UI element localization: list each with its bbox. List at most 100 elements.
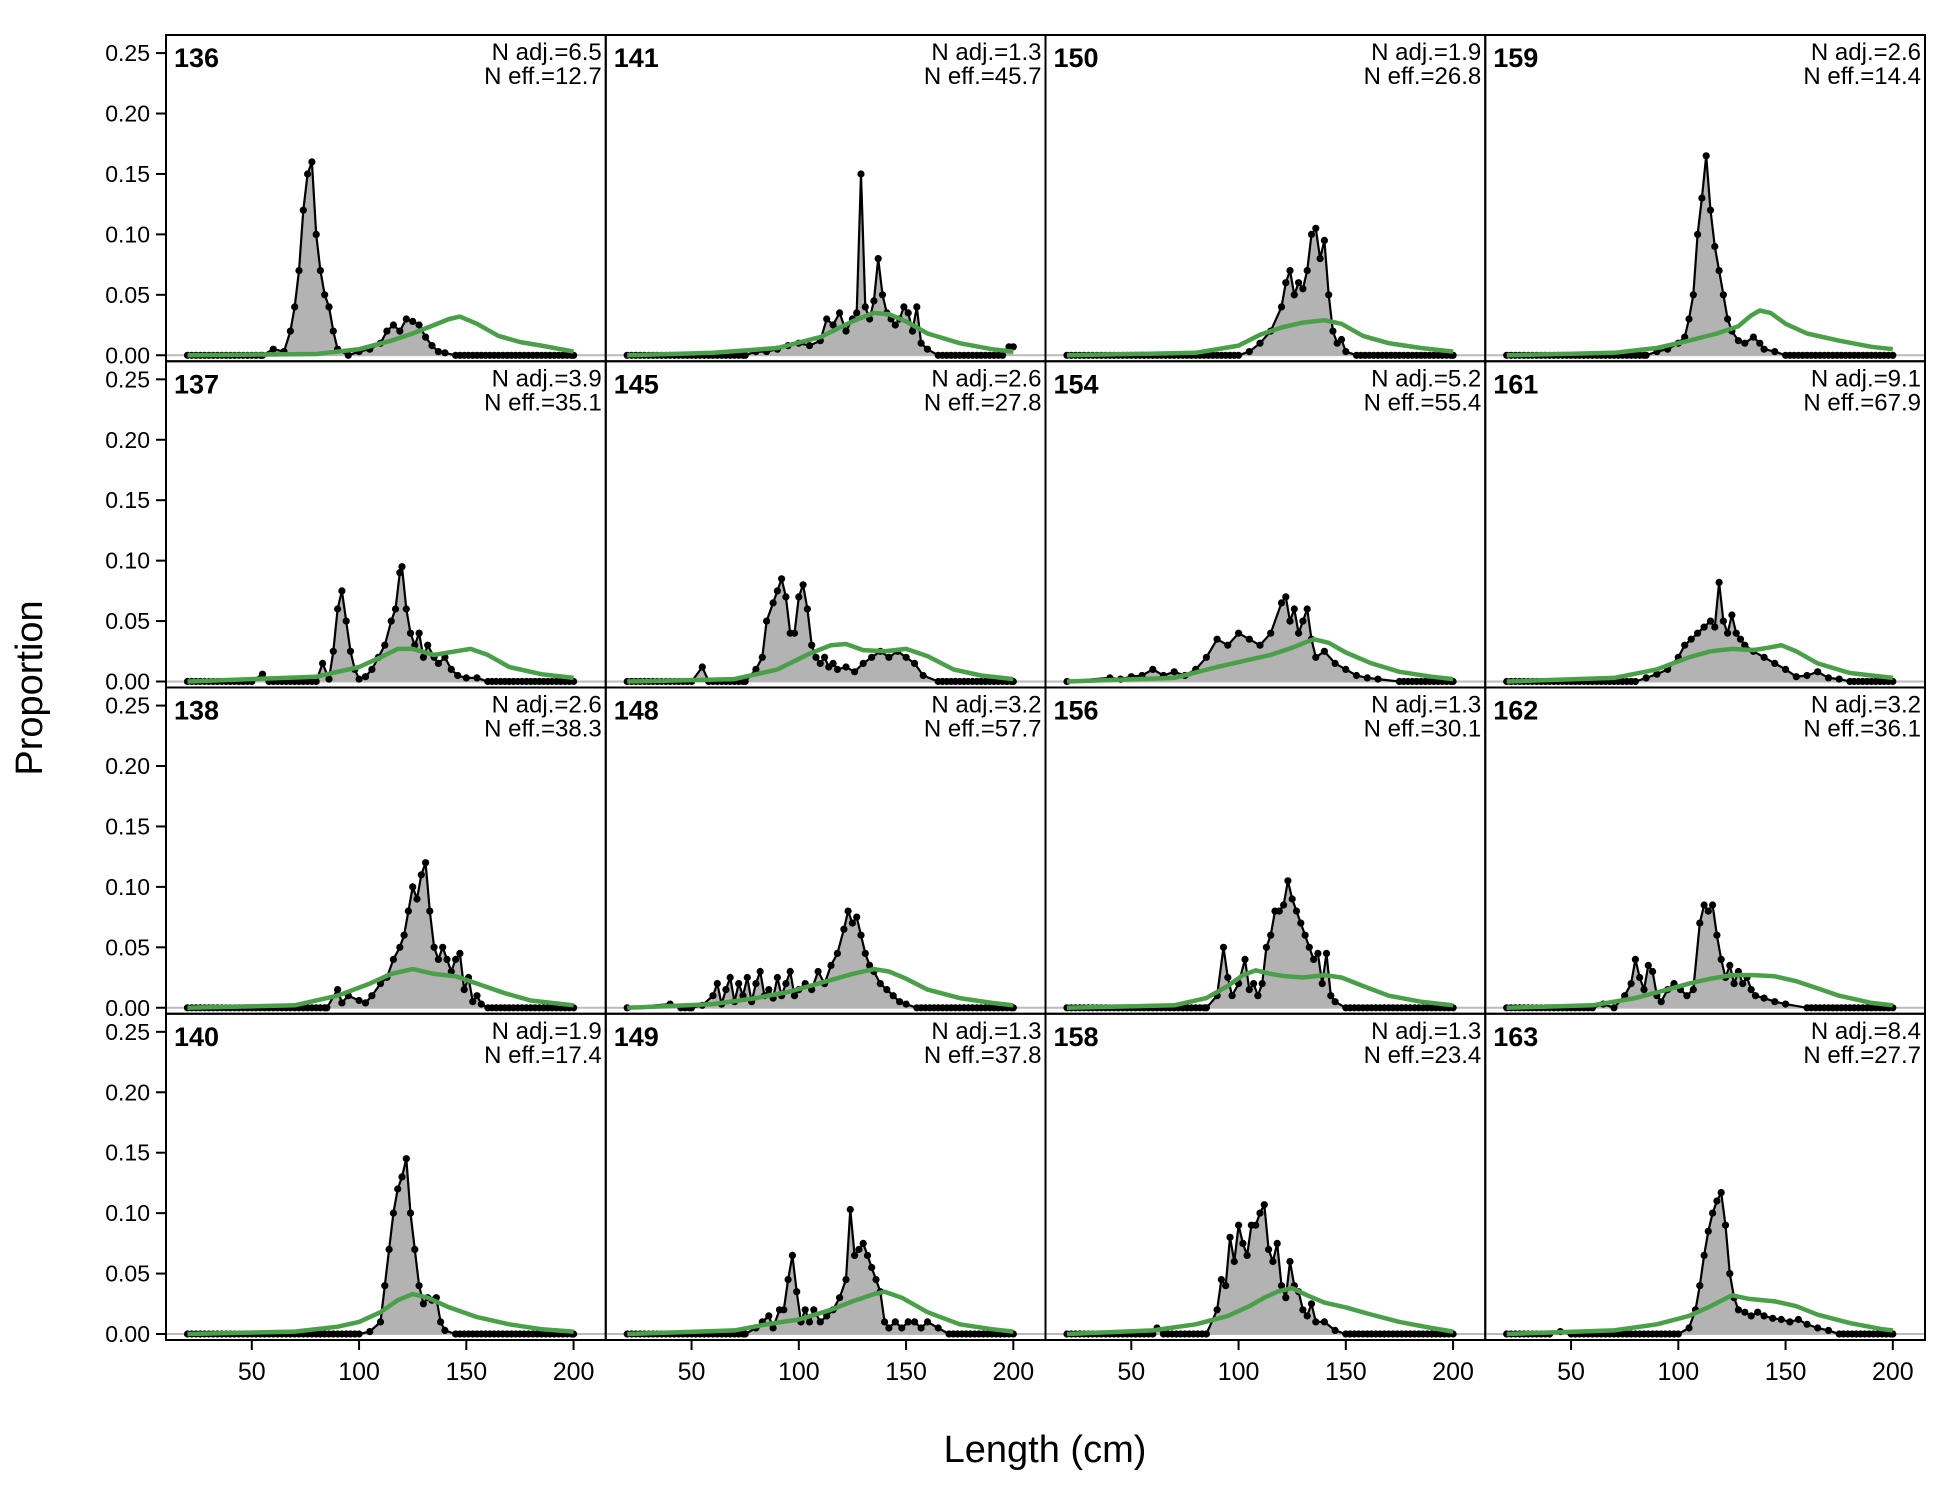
observed-point [857, 931, 865, 939]
observed-point [1284, 877, 1292, 885]
observed-point [299, 206, 307, 214]
observed-point [773, 587, 782, 595]
observed-point [1709, 1209, 1717, 1217]
observed-point [1254, 992, 1262, 1000]
observed-point [765, 1312, 773, 1320]
observed-point [381, 641, 389, 649]
y-tick-label: 0.25 [105, 1019, 150, 1045]
observed-point [1689, 291, 1697, 299]
observed-point [851, 668, 859, 676]
observed-point [1282, 593, 1290, 601]
observed-point [1636, 973, 1644, 982]
observed-point [816, 1318, 824, 1326]
observed-point [709, 992, 717, 1000]
x-axis-label: Length (cm) [944, 1429, 1147, 1471]
panel-id-label: 154 [1054, 369, 1099, 399]
panel-id-label: 136 [174, 43, 219, 73]
x-tick-label: 150 [445, 1358, 487, 1386]
panel-id-label: 149 [614, 1022, 659, 1052]
panel-159: 159 N adj.=2.6N eff.=14.4 [1484, 34, 1926, 363]
observed-point [385, 1245, 393, 1253]
observed-point [790, 992, 799, 1000]
observed-point [396, 943, 404, 951]
observed-point [840, 925, 848, 933]
observed-point [1644, 961, 1652, 970]
observed-point [778, 575, 786, 583]
panel-id-label: 161 [1493, 369, 1538, 399]
observed-point [1277, 1282, 1286, 1290]
observed-point [419, 653, 427, 661]
observed-point [1734, 1306, 1742, 1314]
observed-point [911, 659, 919, 668]
observed-point [1760, 345, 1768, 353]
expected-line [627, 641, 1014, 684]
panel-148: 148 N adj.=3.2N eff.=57.7 [604, 686, 1047, 1015]
observed-point [1277, 599, 1286, 607]
observed-point [1681, 641, 1689, 649]
observed-point [1320, 236, 1328, 244]
observed-point [876, 980, 884, 988]
observed-point [389, 1209, 397, 1217]
observed-point [821, 653, 829, 661]
observed-point [308, 677, 316, 686]
observed-point [889, 992, 897, 1000]
n-adj-label: N adj.=1.3 [1371, 692, 1481, 719]
n-eff-label: N eff.=30.1 [1364, 716, 1482, 743]
observed-point [765, 986, 773, 994]
observed-area [627, 174, 1014, 356]
observed-point [1305, 943, 1313, 951]
observed-point [1262, 943, 1270, 951]
observed-point [1749, 333, 1757, 341]
observed-point [1299, 617, 1307, 625]
observed-point [409, 883, 417, 891]
y-tick-label: 0.00 [105, 1321, 150, 1347]
observed-point [722, 986, 730, 994]
observed-point [1760, 994, 1768, 1002]
observed-point [1835, 675, 1843, 683]
observed-point [861, 949, 869, 958]
observed-point [752, 665, 760, 674]
observed-point [1627, 980, 1635, 988]
observed-point [812, 653, 820, 661]
n-adj-label: N adj.=9.1 [1811, 365, 1921, 392]
panel-id-label: 158 [1054, 1022, 1099, 1052]
observed-point [1715, 267, 1723, 275]
observed-point [1256, 339, 1264, 347]
y-tick-label: 0.05 [105, 608, 150, 634]
observed-point [1224, 641, 1232, 649]
observed-point [1286, 267, 1294, 275]
observed-point [1301, 931, 1309, 939]
observed-point [1318, 980, 1326, 988]
observed-point [1824, 674, 1833, 682]
n-eff-label: N eff.=67.9 [1803, 389, 1921, 416]
expected-line [627, 966, 1014, 1011]
observed-point [1700, 623, 1708, 631]
observed-point [1198, 1330, 1206, 1338]
observed-point [801, 1306, 809, 1314]
observed-point [389, 955, 397, 964]
n-adj-label: N adj.=1.3 [931, 39, 1041, 66]
n-eff-label: N eff.=57.7 [924, 716, 1042, 743]
observed-point [790, 629, 799, 637]
y-tick-label: 0.00 [105, 669, 150, 695]
observed-point [868, 653, 876, 661]
y-tick-label: 0.10 [105, 1200, 150, 1226]
observed-point [1312, 653, 1320, 661]
observed-point [1751, 992, 1760, 1000]
observed-point [1303, 1312, 1311, 1320]
observed-point [1256, 1209, 1264, 1217]
observed-point [1307, 1300, 1316, 1308]
y-tick-label: 0.15 [105, 1140, 150, 1166]
n-adj-label: N adj.=8.4 [1811, 1018, 1921, 1045]
observed-point [1299, 1306, 1307, 1314]
observed-point [1771, 659, 1779, 668]
observed-point [1700, 1251, 1708, 1259]
panel-141: 141 N adj.=1.3N eff.=45.7 [604, 34, 1047, 363]
panel-id-label: 159 [1493, 43, 1538, 73]
expected-line [1506, 972, 1894, 1011]
observed-point [415, 321, 423, 329]
observed-point [1786, 1318, 1794, 1326]
observed-point [308, 158, 316, 166]
observed-point [325, 675, 333, 683]
observed-point [404, 907, 412, 915]
